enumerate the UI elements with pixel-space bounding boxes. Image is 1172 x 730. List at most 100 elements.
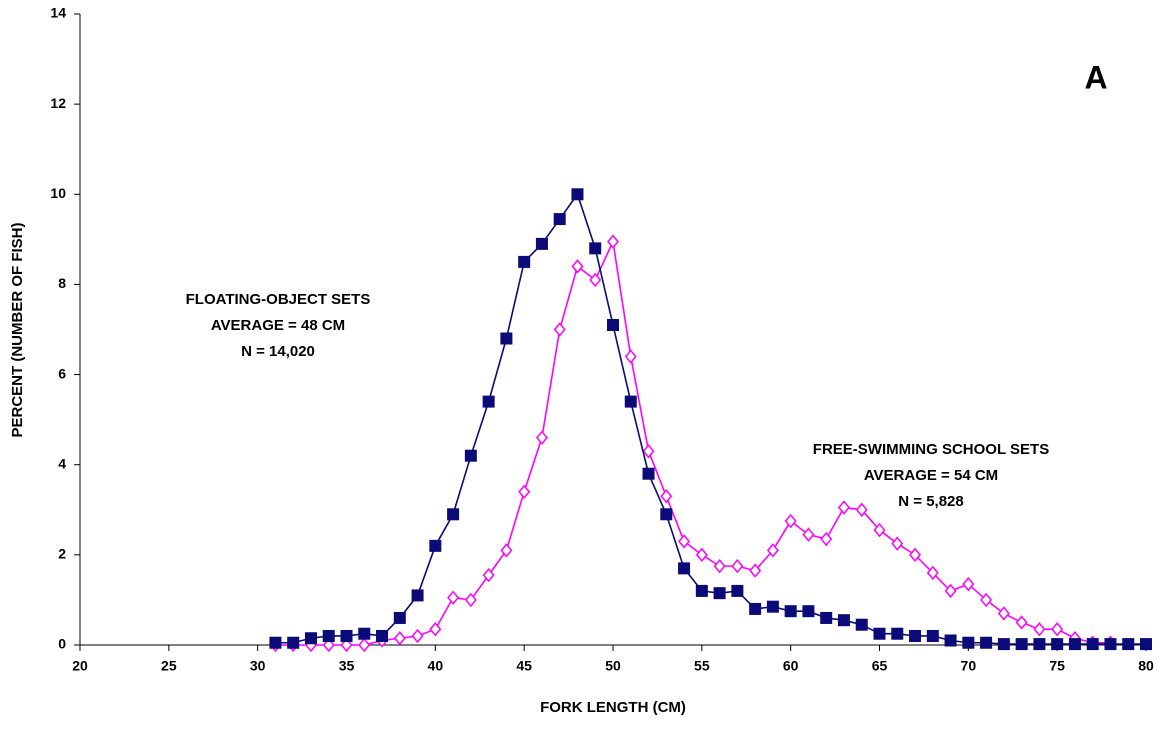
x-tick-label: 30 (250, 658, 266, 674)
point (464, 449, 477, 462)
y-tick-label: 14 (50, 5, 66, 21)
point (535, 430, 548, 445)
point (642, 444, 655, 459)
point (731, 584, 744, 597)
point (1051, 638, 1064, 651)
annotation: N = 14,020 (241, 343, 315, 360)
point (624, 349, 637, 364)
point (873, 522, 886, 538)
point (624, 395, 637, 408)
point (340, 629, 353, 642)
point (358, 637, 371, 653)
point (820, 611, 833, 624)
y-tick-label: 6 (58, 365, 66, 381)
point (695, 584, 708, 597)
point (464, 592, 477, 608)
point (766, 543, 779, 558)
point (571, 259, 584, 274)
point (695, 547, 708, 563)
point (607, 234, 619, 249)
point (447, 590, 460, 605)
y-axis-label: PERCENT (NUMBER OF FISH) (9, 223, 26, 438)
point (944, 583, 957, 599)
point (1015, 638, 1028, 651)
point (1086, 638, 1099, 651)
annotation: AVERAGE = 54 CM (864, 467, 998, 484)
point (731, 558, 744, 574)
point (891, 536, 904, 551)
point (855, 618, 868, 631)
point (855, 502, 868, 517)
annotation: FLOATING-OBJECT SETS (186, 291, 371, 308)
point (322, 629, 335, 642)
point (660, 489, 673, 504)
series-line (275, 192, 1146, 645)
point (802, 605, 815, 618)
point (926, 565, 939, 581)
point (980, 636, 993, 649)
point (678, 534, 691, 549)
point (1033, 622, 1046, 637)
point (535, 237, 548, 250)
x-tick-label: 40 (428, 658, 444, 674)
point (1051, 622, 1064, 637)
point (500, 543, 513, 558)
point (1015, 615, 1028, 630)
panel-label: A (1084, 59, 1107, 95)
point (926, 629, 939, 642)
point (553, 322, 566, 337)
point (944, 634, 957, 647)
point (837, 500, 850, 515)
x-tick-label: 25 (161, 658, 177, 674)
x-tick-label: 35 (339, 658, 355, 674)
x-axis-label: FORK LENGTH (CM) (540, 699, 686, 716)
y-tick-label: 2 (58, 546, 66, 562)
y-tick-label: 8 (58, 275, 66, 291)
point (571, 188, 584, 201)
point (1104, 638, 1117, 651)
point (749, 602, 762, 615)
y-tick-label: 12 (50, 95, 66, 111)
point (269, 636, 282, 649)
point (766, 600, 779, 613)
point (500, 332, 513, 345)
point (287, 636, 300, 649)
annotation: FREE-SWIMMING SCHOOL SETS (813, 441, 1049, 458)
point (429, 622, 442, 637)
x-tick-label: 80 (1138, 658, 1154, 674)
point (997, 638, 1010, 651)
point (482, 567, 495, 583)
x-tick-label: 45 (516, 658, 532, 674)
y-tick-label: 4 (58, 455, 66, 471)
point (411, 589, 424, 602)
point (678, 562, 691, 575)
point (589, 272, 602, 288)
point (802, 527, 815, 542)
point (429, 539, 442, 552)
point (1068, 638, 1081, 651)
point (713, 587, 726, 600)
x-tick-label: 70 (961, 658, 977, 674)
point (340, 637, 353, 653)
point (322, 637, 335, 653)
x-tick-label: 75 (1049, 658, 1065, 674)
point (784, 605, 797, 618)
point (997, 606, 1010, 621)
y-tick-label: 10 (50, 185, 66, 201)
point (518, 484, 531, 499)
point (1033, 638, 1046, 651)
point (642, 467, 655, 480)
x-tick-label: 20 (72, 658, 88, 674)
point (589, 242, 602, 255)
point (980, 592, 993, 608)
point (518, 255, 531, 268)
point (962, 576, 975, 592)
point (909, 547, 922, 563)
point (447, 508, 460, 521)
point (660, 508, 673, 521)
annotation: N = 5,828 (898, 493, 963, 510)
point (482, 395, 495, 408)
point (909, 629, 922, 642)
point (713, 558, 726, 574)
